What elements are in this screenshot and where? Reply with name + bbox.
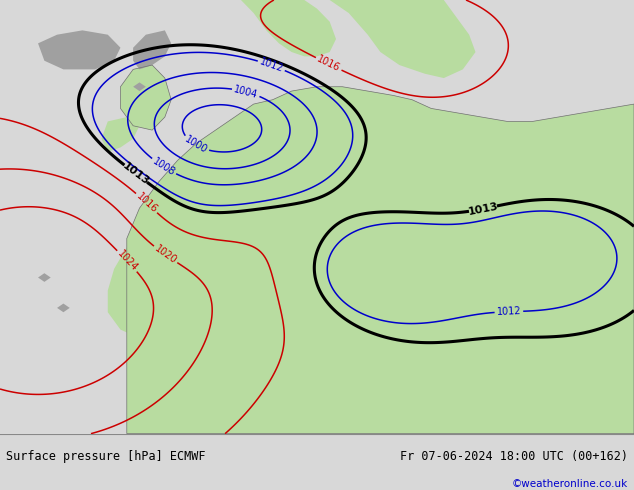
Text: 1016: 1016 <box>316 54 342 74</box>
Text: 1008: 1008 <box>151 156 177 177</box>
Polygon shape <box>38 30 120 70</box>
Text: 1013: 1013 <box>120 161 151 187</box>
Text: 1012: 1012 <box>258 57 285 74</box>
Polygon shape <box>57 304 70 312</box>
Polygon shape <box>127 87 634 434</box>
Polygon shape <box>120 65 171 130</box>
Text: 1024: 1024 <box>115 248 139 273</box>
Polygon shape <box>101 117 139 152</box>
Polygon shape <box>241 0 336 56</box>
Text: 1020: 1020 <box>152 244 178 266</box>
Polygon shape <box>108 239 241 338</box>
Polygon shape <box>133 30 171 70</box>
Text: 1004: 1004 <box>233 84 259 100</box>
Polygon shape <box>38 273 51 282</box>
Text: 1013: 1013 <box>467 201 499 217</box>
Text: 1012: 1012 <box>496 306 521 317</box>
Polygon shape <box>133 82 146 91</box>
Text: 1000: 1000 <box>183 134 209 156</box>
Text: Fr 07-06-2024 18:00 UTC (00+162): Fr 07-06-2024 18:00 UTC (00+162) <box>399 450 628 463</box>
Text: ©weatheronline.co.uk: ©weatheronline.co.uk <box>512 479 628 490</box>
Polygon shape <box>330 0 476 78</box>
Text: 1016: 1016 <box>134 191 159 215</box>
Text: Surface pressure [hPa] ECMWF: Surface pressure [hPa] ECMWF <box>6 450 206 463</box>
